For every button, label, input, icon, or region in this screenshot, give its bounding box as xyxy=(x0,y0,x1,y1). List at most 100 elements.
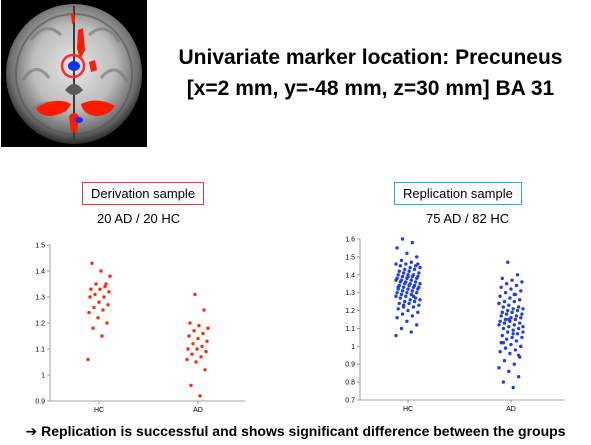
brain-mri-image xyxy=(1,0,147,147)
data-point xyxy=(201,331,205,336)
data-point xyxy=(417,303,421,307)
y-tick-label: 1.6 xyxy=(345,237,355,244)
data-point xyxy=(509,342,513,347)
data-point xyxy=(412,283,417,288)
data-point xyxy=(395,246,399,250)
data-point xyxy=(512,362,516,366)
data-point xyxy=(406,308,410,313)
data-point xyxy=(502,358,507,363)
data-point xyxy=(504,312,509,316)
data-point xyxy=(499,314,503,318)
data-point xyxy=(418,265,422,270)
data-point xyxy=(506,308,510,313)
data-point xyxy=(417,271,421,275)
data-point xyxy=(103,284,107,289)
data-point xyxy=(519,344,523,349)
replication-sample-count: 75 AD / 82 HC xyxy=(426,211,510,226)
data-point xyxy=(501,380,506,384)
data-point xyxy=(514,339,519,343)
data-point xyxy=(515,273,520,277)
y-tick-label: 1 xyxy=(351,344,355,351)
data-point xyxy=(500,310,504,315)
y-tick-label: 1.1 xyxy=(35,347,45,354)
data-point xyxy=(191,342,195,346)
data-point xyxy=(501,341,506,345)
data-point xyxy=(405,251,409,256)
data-point xyxy=(520,280,524,284)
data-point xyxy=(409,278,413,282)
data-point xyxy=(409,330,413,334)
data-point xyxy=(410,289,415,293)
data-point xyxy=(506,330,510,334)
title-line-1: Univariate marker location: Precuneus xyxy=(178,46,563,69)
arrow-right-icon: ➔ xyxy=(25,423,38,439)
data-point xyxy=(106,303,110,307)
data-point xyxy=(403,299,407,304)
y-tick-label: 1.4 xyxy=(345,272,355,279)
data-point xyxy=(411,294,416,298)
data-point xyxy=(194,360,198,364)
data-point xyxy=(206,326,210,330)
data-point xyxy=(399,258,404,263)
data-point xyxy=(502,299,507,304)
data-point xyxy=(511,332,515,336)
data-point xyxy=(188,321,192,325)
data-point xyxy=(516,375,521,379)
data-point xyxy=(410,314,415,318)
data-point xyxy=(516,305,521,309)
data-point xyxy=(507,369,511,374)
data-point xyxy=(412,267,417,272)
data-point xyxy=(412,299,417,304)
data-point xyxy=(500,276,504,281)
data-point xyxy=(396,285,400,289)
data-point xyxy=(93,292,97,297)
data-point xyxy=(90,261,94,265)
data-point xyxy=(501,326,506,331)
data-point xyxy=(196,336,200,341)
data-point xyxy=(409,260,413,264)
data-point xyxy=(516,353,521,357)
data-point xyxy=(399,292,404,297)
data-point xyxy=(397,301,401,306)
data-point xyxy=(189,383,193,388)
data-point xyxy=(406,287,410,291)
data-point xyxy=(418,282,422,286)
data-point xyxy=(98,287,102,291)
data-point xyxy=(511,307,515,311)
y-tick-label: 0.7 xyxy=(345,398,355,405)
data-point xyxy=(403,267,407,272)
y-tick-label: 0.8 xyxy=(345,380,355,387)
data-point xyxy=(512,323,516,327)
data-point xyxy=(401,285,406,289)
data-point xyxy=(520,335,524,340)
data-point xyxy=(186,347,190,351)
x-tick-label: AD xyxy=(506,406,516,413)
data-point xyxy=(395,290,399,295)
data-point xyxy=(502,321,507,325)
data-point xyxy=(508,351,512,356)
data-point xyxy=(411,273,416,277)
data-point xyxy=(405,319,409,323)
title-line-2: [x=2 mm, y=-48 mm, z=30 mm] BA 31 xyxy=(186,77,555,100)
data-point xyxy=(185,357,189,362)
data-point xyxy=(107,290,111,294)
data-point xyxy=(510,335,514,340)
data-point xyxy=(410,240,415,245)
data-point xyxy=(400,312,405,316)
data-point xyxy=(514,283,519,288)
derivation-scatter-chart: 0.9 1 1.1 1.2 1.3 1.4 1.5 HC AD xyxy=(35,243,245,414)
data-point xyxy=(416,274,420,279)
data-point xyxy=(418,298,422,302)
replication-sample-label: Replication sample xyxy=(394,182,522,205)
y-tick-label: 1.5 xyxy=(345,254,355,261)
data-point xyxy=(92,305,96,310)
conclusion-message: Replication is successful and shows sign… xyxy=(37,423,566,439)
data-point xyxy=(100,334,104,338)
x-tick-label: HC xyxy=(94,407,104,414)
data-point xyxy=(511,328,515,332)
data-point xyxy=(415,323,419,327)
data-point xyxy=(408,265,412,270)
data-point xyxy=(411,305,416,309)
data-point xyxy=(202,308,206,312)
data-point xyxy=(498,350,502,354)
